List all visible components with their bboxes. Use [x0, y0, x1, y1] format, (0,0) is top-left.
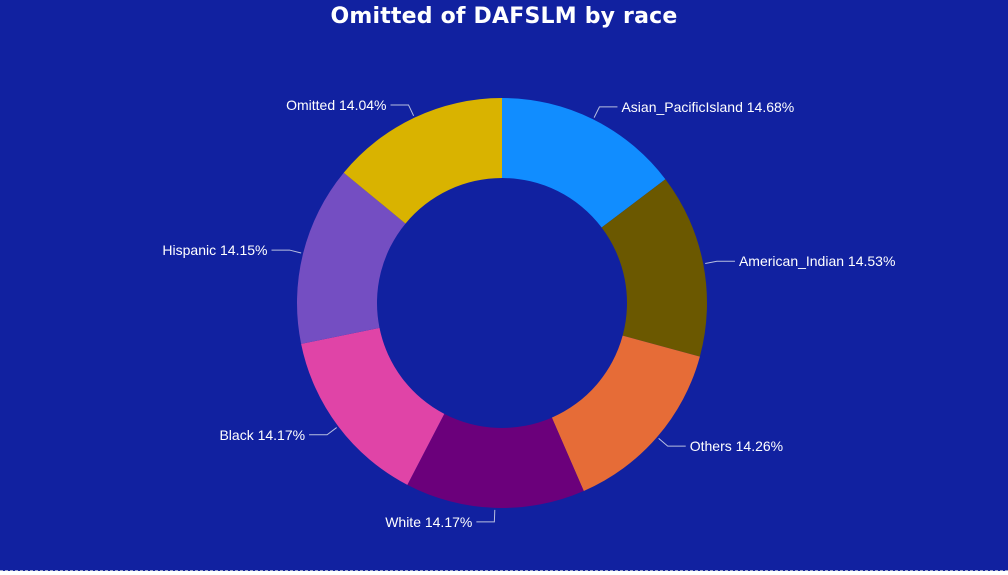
data-label-others: Others 14.26%	[690, 438, 783, 454]
leader-line-omitted	[390, 104, 415, 117]
labels-layer: Asian_PacificIsland 14.68% American_India…	[162, 97, 895, 530]
data-label-omitted: Omitted 14.04%	[286, 97, 386, 113]
slice-omitted[interactable]	[343, 98, 502, 224]
leader-line-black	[309, 427, 337, 436]
data-label-white: White 14.17%	[385, 514, 472, 530]
slice-black[interactable]	[301, 327, 445, 485]
slices-layer	[297, 98, 707, 508]
leader-line-white	[476, 509, 496, 523]
leader-line-others	[658, 437, 686, 447]
chart-title: Omitted of DAFSLM by race	[330, 4, 678, 29]
data-label-asian-pacificisland: Asian_PacificIsland 14.68%	[621, 99, 794, 115]
leader-line-asian-pacificisland	[593, 106, 618, 118]
leader-line-american-indian	[705, 260, 735, 265]
data-label-black: Black 14.17%	[219, 427, 305, 443]
slice-others[interactable]	[551, 335, 700, 491]
data-label-american-indian: American_Indian 14.53%	[739, 253, 895, 269]
slice-hispanic[interactable]	[297, 172, 406, 344]
slice-asian-pacificisland[interactable]	[502, 98, 666, 228]
slice-american-indian[interactable]	[601, 179, 707, 357]
data-label-hispanic: Hispanic 14.15%	[162, 242, 267, 258]
leader-line-hispanic	[271, 249, 302, 254]
slice-white[interactable]	[407, 413, 584, 508]
